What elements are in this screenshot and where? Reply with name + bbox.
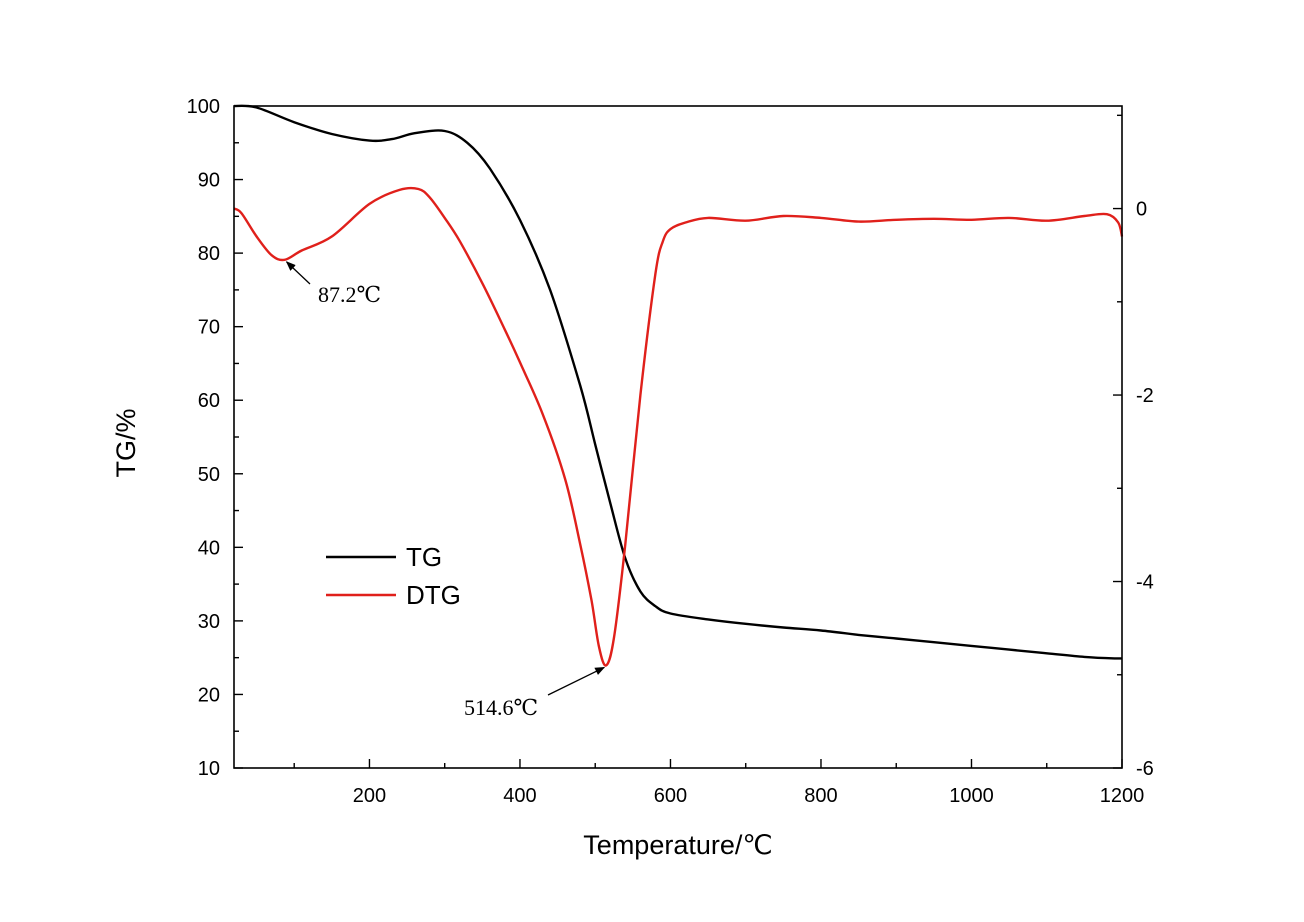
x-tick-label: 1200	[1100, 785, 1145, 807]
y2-tick-label: -4	[1136, 572, 1154, 594]
legend: TG DTG	[326, 542, 461, 610]
y-tick-label: 10	[198, 758, 220, 780]
annotation-87-2: 87.2℃	[318, 282, 381, 307]
legend-label-dtg: DTG	[406, 580, 461, 610]
annotation-arrow-514	[547, 666, 606, 696]
x-axis-title: Temperature/℃	[583, 830, 772, 860]
legend-label-tg: TG	[406, 542, 442, 572]
y-tick-label: 30	[198, 611, 220, 633]
series-line-tg	[233, 104, 1123, 660]
series-line-dtg	[233, 186, 1124, 667]
y-tick-label: 70	[198, 317, 220, 339]
y2-tick-label: -6	[1136, 758, 1154, 780]
y-tick-label: 100	[187, 96, 220, 118]
y-tick-label: 50	[198, 464, 220, 486]
x-tick-label: 200	[353, 785, 386, 807]
y-tick-label: 80	[198, 243, 220, 265]
series-layer	[233, 104, 1124, 667]
x-tick-label: 1000	[949, 785, 994, 807]
y-tick-label: 60	[198, 390, 220, 412]
tick-labels: 200 400 600 800 1000 120010203040506070809010…	[187, 96, 1154, 807]
x-tick-label: 800	[804, 785, 837, 807]
y2-tick-label: 0	[1136, 199, 1147, 221]
y-tick-label: 40	[198, 537, 220, 559]
annotations: 87.2℃ 514.6℃	[285, 261, 606, 720]
y2-tick-label: -2	[1136, 385, 1154, 407]
plot-frame	[233, 105, 1123, 769]
annotation-514-6: 514.6℃	[464, 695, 538, 720]
y-tick-label: 90	[198, 170, 220, 192]
y-axis-title: TG/%	[111, 408, 141, 477]
x-tick-label: 400	[503, 785, 536, 807]
y-tick-label: 20	[198, 684, 220, 706]
x-tick-label: 600	[654, 785, 687, 807]
annotation-arrow-87	[285, 261, 311, 285]
